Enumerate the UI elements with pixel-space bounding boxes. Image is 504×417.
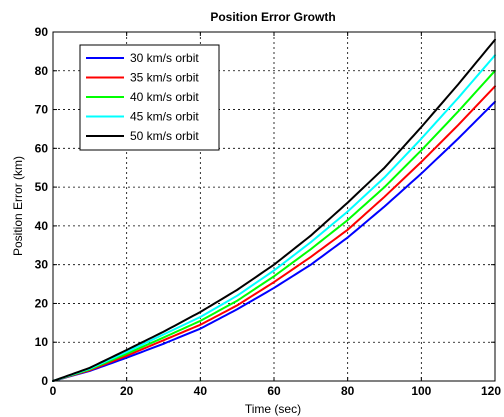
x-tick-label: 120: [481, 384, 501, 398]
y-tick-label: 10: [35, 335, 49, 349]
series-line: [52, 85, 496, 382]
y-tick-label: 50: [35, 180, 49, 194]
legend-label: 30 km/s orbit: [130, 51, 199, 65]
legend-label: 50 km/s orbit: [130, 129, 199, 143]
y-tick-label: 80: [35, 64, 49, 78]
y-tick-label: 0: [41, 374, 48, 388]
series-line: [52, 54, 496, 382]
y-tick-label: 60: [35, 141, 49, 155]
x-tick-label: 80: [341, 384, 355, 398]
legend: 30 km/s orbit 35 km/s orbit 40 km/s orbit 4…: [79, 44, 220, 151]
legend-label: 35 km/s orbit: [130, 71, 199, 85]
y-tick-label: 40: [35, 219, 49, 233]
x-tick-label: 40: [194, 384, 208, 398]
x-tick-label: 100: [411, 384, 431, 398]
y-tick-label: 70: [35, 103, 49, 117]
chart-title: Position Error Growth: [210, 10, 335, 24]
x-axis-label: Time (sec): [245, 402, 301, 416]
series-line: [52, 69, 496, 382]
series-layer: [52, 38, 496, 382]
y-tick-label: 30: [35, 258, 49, 272]
legend-label: 40 km/s orbit: [130, 90, 199, 104]
y-tick-label: 90: [35, 25, 49, 39]
y-axis-label: Position Error (km): [11, 156, 25, 256]
series-line: [52, 100, 496, 382]
x-tick-label: 20: [120, 384, 134, 398]
series-line: [52, 38, 496, 382]
y-tick-label: 20: [35, 296, 49, 310]
x-tick-label: 0: [50, 384, 57, 398]
tick-layer: 0 20 40 60 80 100 120 0 10 20 30 40 50 60 70 80 90: [35, 25, 502, 398]
legend-label: 45 km/s orbit: [130, 110, 199, 124]
x-tick-label: 60: [267, 384, 281, 398]
